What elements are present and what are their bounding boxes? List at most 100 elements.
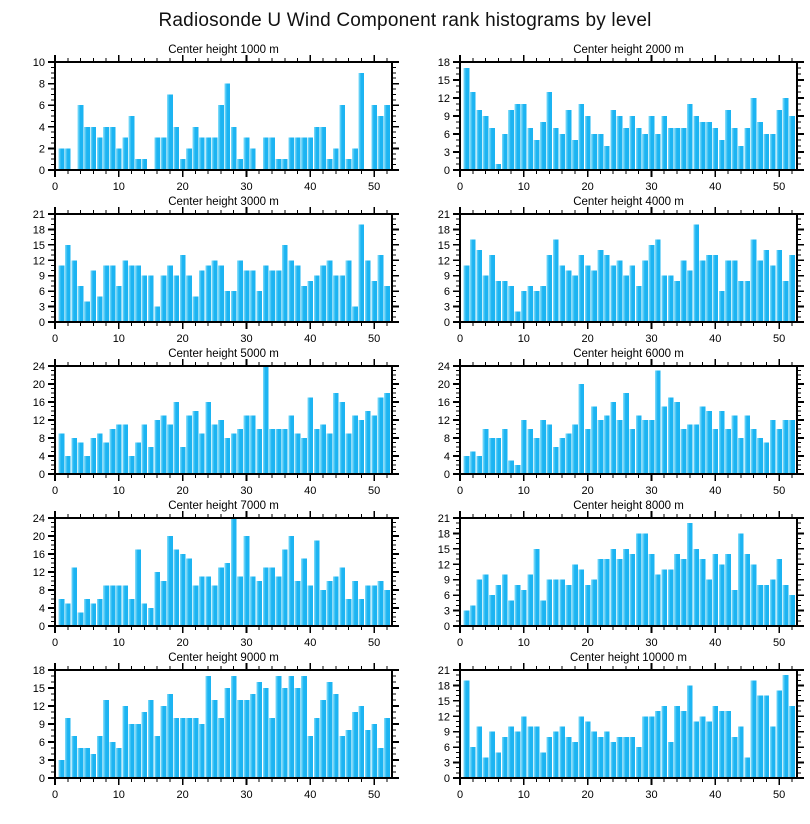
bar [384, 718, 390, 778]
x-axis-tick-label: 20 [177, 485, 189, 497]
bar [642, 716, 648, 778]
bar [281, 159, 288, 170]
bar [635, 128, 642, 170]
x-axis-tick-label: 50 [368, 333, 380, 345]
bar [533, 291, 540, 322]
bar [198, 137, 205, 170]
bar [508, 726, 514, 778]
bar [218, 265, 224, 322]
bar [591, 579, 597, 626]
bar [578, 384, 585, 474]
bar [345, 159, 352, 170]
x-axis-tick-label: 10 [518, 333, 530, 345]
bar [725, 711, 731, 778]
x-axis-tick-label: 30 [240, 181, 252, 193]
bar [693, 721, 700, 778]
bar [654, 370, 661, 474]
bar [693, 424, 700, 474]
bar [610, 742, 617, 778]
y-axis-tick-label: 6 [444, 286, 450, 298]
bar [186, 148, 192, 170]
bar [769, 726, 776, 778]
bar [489, 731, 495, 778]
bar [275, 576, 282, 626]
bar [706, 579, 712, 626]
bar [90, 126, 97, 170]
bar [218, 567, 224, 626]
bar [776, 690, 782, 778]
bar [77, 748, 84, 778]
bar [559, 726, 565, 778]
bar [96, 296, 103, 322]
bar [377, 581, 384, 626]
bar [763, 695, 770, 778]
bar [661, 275, 668, 322]
bar [578, 716, 585, 778]
bar [160, 275, 167, 322]
bar [237, 700, 243, 778]
bar [84, 748, 90, 778]
bar [313, 275, 320, 322]
bar [154, 736, 160, 778]
bar [352, 581, 358, 626]
bar [699, 716, 706, 778]
bar [623, 548, 629, 626]
x-axis-tick-label: 10 [518, 181, 530, 193]
bar [725, 429, 731, 474]
bar [147, 447, 154, 474]
bar [326, 581, 333, 626]
chart-svg: Center height 7000 m 0 4 8 12 16 20 24 0 10 20 30 40… [33, 500, 399, 649]
bar [584, 429, 591, 474]
histogram-panel-7000m: Center height 7000 m 0 4 8 12 16 20 24 0 10 20 30 40… [0, 498, 405, 650]
bar [109, 742, 116, 778]
bar [377, 116, 384, 170]
bar [712, 706, 719, 778]
bar [635, 415, 642, 474]
chart-svg: Center height 3000 m 0 3 6 9 12 15 18 21 0 10 20 30 4… [33, 196, 399, 345]
x-axis-tick-label: 0 [457, 181, 463, 193]
bar [769, 134, 776, 170]
bar [565, 270, 572, 322]
bar [661, 706, 668, 778]
bar [527, 574, 534, 626]
bar [358, 224, 365, 322]
y-axis-tick-label: 18 [438, 528, 450, 540]
bar [154, 420, 160, 474]
x-axis-tick-label: 0 [457, 789, 463, 801]
bar [469, 92, 476, 170]
bar [301, 438, 307, 474]
bar [307, 280, 314, 322]
y-axis-tick-label: 2 [39, 143, 45, 155]
bar [179, 159, 186, 170]
y-axis-tick-label: 6 [39, 286, 45, 298]
y-axis-tick-label: 0 [444, 621, 450, 633]
bar [167, 94, 173, 170]
bar [301, 286, 307, 322]
bar [135, 265, 141, 322]
panel-title: Center height 6000 m [573, 348, 684, 360]
bar [71, 567, 78, 626]
bar [565, 736, 572, 778]
bar [463, 610, 470, 626]
bar [648, 554, 655, 626]
bar [750, 98, 757, 170]
bar [629, 554, 636, 626]
x-axis-tick-label: 40 [304, 181, 316, 193]
y-axis-tick-label: 9 [39, 719, 45, 731]
y-axis-tick-label: 15 [438, 75, 450, 87]
bar [737, 533, 744, 626]
bar [160, 137, 167, 170]
bar [384, 393, 390, 474]
bar [147, 275, 154, 322]
x-axis-tick-label: 30 [645, 181, 657, 193]
bar [147, 700, 154, 778]
bar [782, 675, 789, 778]
bar [737, 280, 744, 322]
bar [58, 760, 65, 778]
bar [591, 731, 597, 778]
y-axis-tick-label: 3 [39, 755, 45, 767]
x-axis-tick-label: 10 [113, 485, 125, 497]
bar [71, 438, 78, 474]
bar [552, 447, 559, 474]
